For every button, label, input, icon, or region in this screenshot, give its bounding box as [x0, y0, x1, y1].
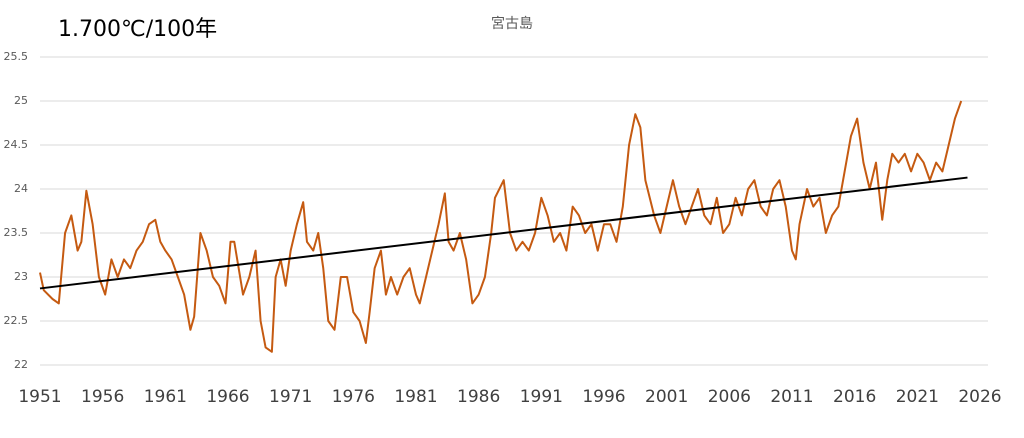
x-tick-label: 1981	[394, 387, 437, 407]
y-tick-label: 25.5	[4, 50, 29, 63]
y-tick-label: 22.5	[4, 314, 29, 327]
x-tick-label: 1961	[144, 387, 187, 407]
x-tick-label: 1971	[269, 387, 312, 407]
y-tick-label: 22	[14, 358, 28, 371]
y-tick-label: 23.5	[4, 226, 29, 239]
y-tick-label: 23	[14, 270, 28, 283]
data-line	[39, 100, 963, 353]
x-tick-label: 2011	[770, 387, 813, 407]
y-tick-label: 24	[14, 182, 28, 195]
y-tick-label: 25	[14, 94, 28, 107]
x-tick-label: 1956	[81, 387, 124, 407]
x-tick-label: 1986	[457, 387, 500, 407]
x-tick-label: 1976	[332, 387, 375, 407]
annotation: 1.700℃/100年	[58, 17, 217, 42]
x-tick-label: 1991	[520, 387, 563, 407]
x-tick-label: 1996	[582, 387, 625, 407]
x-tick-label: 2021	[896, 387, 939, 407]
y-tick-label: 24.5	[4, 138, 29, 151]
chart-title: 宮古島	[491, 16, 533, 32]
x-tick-label: 2006	[708, 387, 751, 407]
x-tick-label: 2016	[833, 387, 876, 407]
x-tick-label: 1966	[206, 387, 249, 407]
x-tick-label: 2026	[958, 387, 1001, 407]
x-tick-label: 1951	[18, 387, 61, 407]
trend-line	[39, 176, 968, 290]
x-tick-label: 2001	[645, 387, 688, 407]
